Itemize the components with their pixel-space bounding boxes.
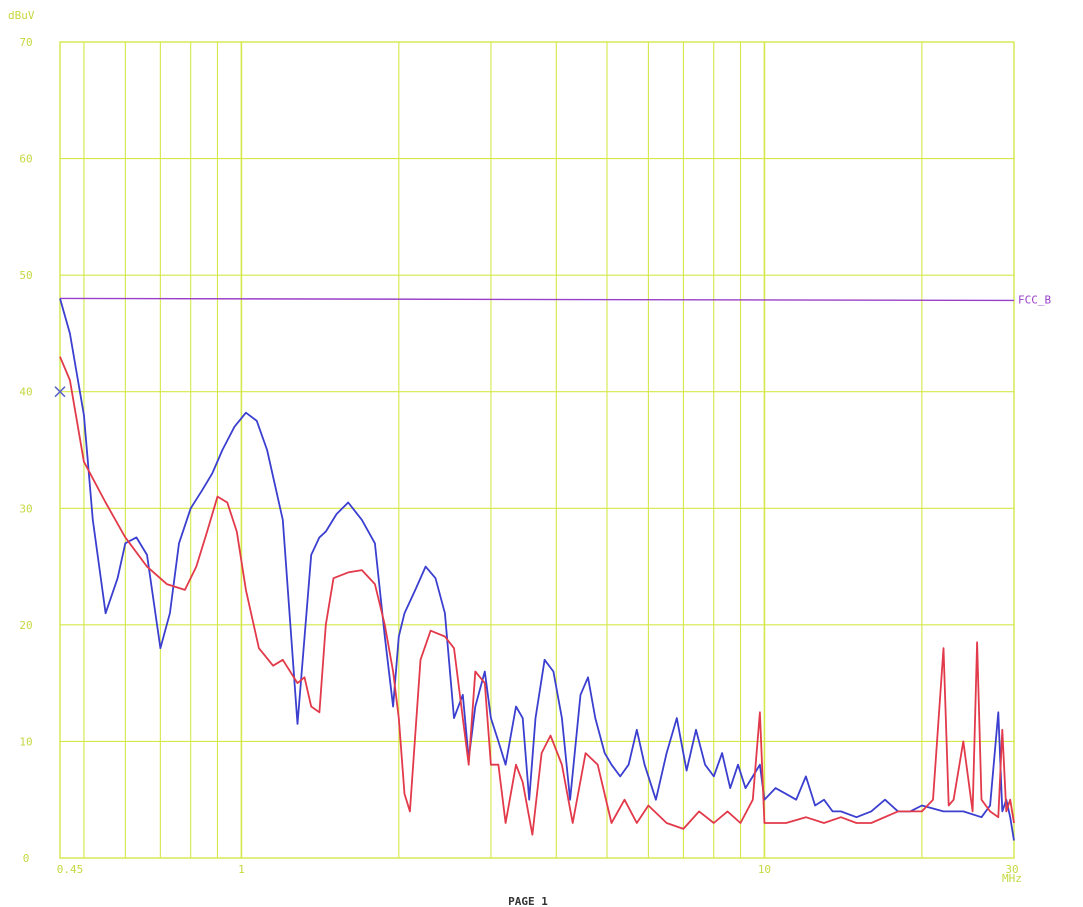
limit-line-group: FCC_B (59, 293, 1051, 306)
y-tick-label: 70 (19, 36, 32, 49)
y-tick-label: 20 (19, 619, 32, 632)
x-tick-label: 10 (758, 863, 771, 876)
tick-labels: 0 10 20 30 40 50 60 70 0.45 1 10 30 (19, 36, 1018, 876)
x-tick-label: 1 (238, 863, 245, 876)
y-tick-label: 60 (19, 153, 32, 166)
y-tick-label: 30 (19, 502, 32, 515)
page-footer: PAGE 1 (508, 895, 548, 907)
y-tick-label: 50 (19, 269, 32, 282)
y-tick-label: 0 (23, 852, 30, 865)
y-tick-label: 40 (19, 386, 32, 399)
y-axis-label: dBuV (8, 9, 35, 22)
limit-line-fcc-b (59, 297, 1015, 302)
x-axis-unit-label: MHz (1002, 872, 1022, 885)
y-tick-label: 10 (19, 735, 32, 748)
traces (59, 298, 1015, 841)
limit-line-label: FCC_B (1018, 293, 1051, 306)
marker-group (54, 386, 66, 398)
marker-x-stroke (54, 386, 66, 398)
blue-trace (59, 298, 1015, 841)
x-tick-label: 0.45 (57, 863, 84, 876)
red-trace (59, 356, 1015, 836)
x-tick-label: 30 (1005, 863, 1018, 876)
plot-frame (59, 41, 1015, 859)
grid (59, 41, 1015, 859)
